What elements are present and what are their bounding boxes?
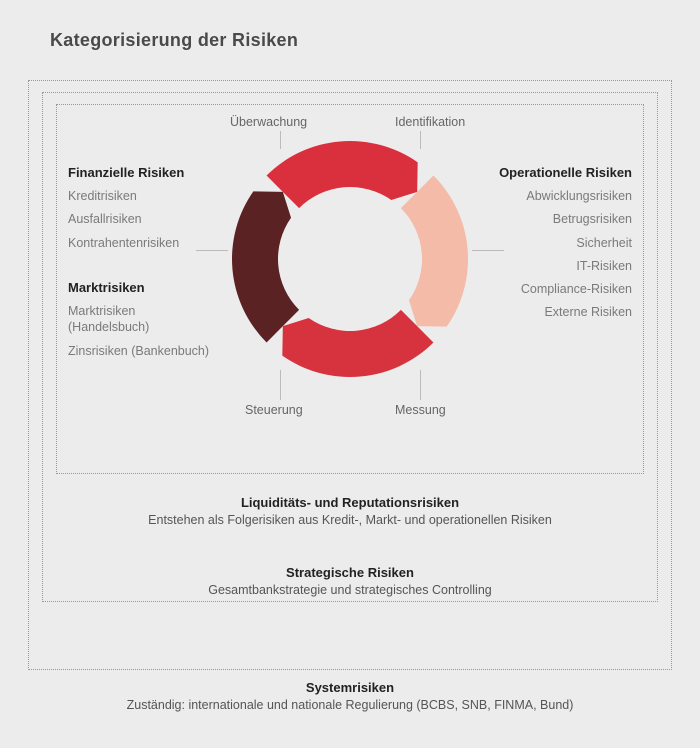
group-item: Kontrahentenrisiken — [68, 235, 218, 251]
cycle-label: Überwachung — [230, 115, 307, 129]
risk-cycle-ring — [225, 134, 475, 384]
guide-line — [280, 370, 281, 400]
guide-line — [420, 131, 421, 149]
footer-block: Liquiditäts- und Reputationsrisiken Entst… — [0, 495, 700, 527]
group-title: Finanzielle Risiken — [68, 165, 218, 180]
group-item: Marktrisiken (Handelsbuch) — [68, 303, 218, 336]
footer-block: Strategische Risiken Gesamtbankstrategie … — [0, 565, 700, 597]
group-item: Betrugsrisiken — [472, 211, 632, 227]
footer-title: Strategische Risiken — [0, 565, 700, 580]
group-item: Abwicklungsrisiken — [472, 188, 632, 204]
guide-line — [280, 131, 281, 149]
footer-title: Systemrisiken — [0, 680, 700, 695]
footer-block: Systemrisiken Zuständig: internationale u… — [0, 680, 700, 712]
footer-sub: Entstehen als Folgerisiken aus Kredit-, … — [0, 513, 700, 527]
ring-segment — [232, 191, 299, 342]
footer-sub: Zuständig: internationale und nationale … — [0, 698, 700, 712]
group-item: Zinsrisiken (Bankenbuch) — [68, 343, 218, 359]
footer-sub: Gesamtbankstrategie und strategisches Co… — [0, 583, 700, 597]
group-item: Ausfallrisiken — [68, 211, 218, 227]
group-title: Marktrisiken — [68, 280, 218, 295]
footer-title: Liquiditäts- und Reputationsrisiken — [0, 495, 700, 510]
ring-segment — [401, 176, 468, 327]
ring-segment — [267, 141, 418, 208]
group-item: IT-Risiken — [472, 258, 632, 274]
group-item: Compliance-Risiken — [472, 281, 632, 297]
group-item: Externe Risiken — [472, 304, 632, 320]
risk-group-left: Marktrisiken Marktrisiken (Handelsbuch) Zi… — [68, 280, 218, 366]
guide-line — [420, 370, 421, 400]
group-item: Sicherheit — [472, 235, 632, 251]
ring-segment — [282, 310, 433, 377]
page-title: Kategorisierung der Risiken — [50, 30, 298, 51]
group-item: Kreditrisiken — [68, 188, 218, 204]
cycle-label: Identifikation — [395, 115, 465, 129]
risk-group-right: Operationelle Risiken Abwicklungsrisiken B… — [472, 165, 632, 328]
cycle-label: Messung — [395, 403, 446, 417]
group-title: Operationelle Risiken — [472, 165, 632, 180]
risk-group-left: Finanzielle Risiken Kreditrisiken Ausfallr… — [68, 165, 218, 258]
cycle-label: Steuerung — [245, 403, 303, 417]
